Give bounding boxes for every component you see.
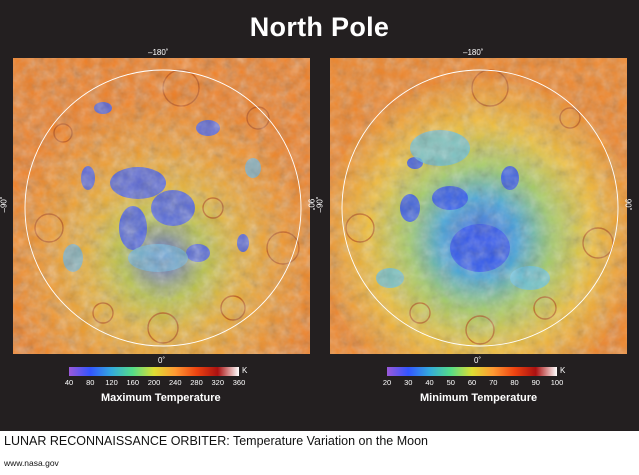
left-map-label-left: –90˚ bbox=[0, 196, 9, 213]
max-temperature-ticks: 40 80 120 160 200 240 280 320 360 bbox=[65, 378, 259, 388]
min-temperature-tick-label: 80 bbox=[510, 378, 519, 387]
min-temperature-tick-label: 50 bbox=[446, 378, 455, 387]
min-temperature-tick-label: 100 bbox=[550, 378, 564, 387]
max-temperature-tick-label: 160 bbox=[126, 378, 140, 387]
max-temperature-tick-label: 80 bbox=[86, 378, 95, 387]
right-map-label-top: –180˚ bbox=[463, 48, 484, 57]
min-temperature-tick-label: 70 bbox=[489, 378, 498, 387]
max-temperature-colorbar bbox=[69, 367, 239, 376]
max-temperature-title: Maximum Temperature bbox=[101, 392, 221, 404]
min-temperature-tick-label: 60 bbox=[467, 378, 477, 387]
min-temperature-tick-label: 90 bbox=[531, 378, 540, 387]
min-temperature-map bbox=[330, 58, 627, 354]
right-map-label-bottom: 0˚ bbox=[474, 356, 482, 365]
min-temperature-title: Minimum Temperature bbox=[420, 392, 538, 404]
max-temperature-unit: K bbox=[242, 366, 248, 375]
max-temperature-tick-label: 280 bbox=[190, 378, 203, 387]
min-temperature-tick-label: 20 bbox=[382, 378, 392, 387]
min-temperature-ticks: 20 30 40 50 60 70 80 90 100 bbox=[383, 378, 577, 388]
right-map-label-right: 90˚ bbox=[623, 198, 633, 211]
left-map-label-right: 90˚ bbox=[306, 198, 316, 211]
figure-title: North Pole bbox=[249, 12, 390, 42]
max-temperature-tick-label: 200 bbox=[147, 378, 161, 387]
left-map-label-top: –180˚ bbox=[148, 48, 169, 57]
source-link[interactable]: www.nasa.gov bbox=[4, 458, 59, 468]
max-temperature-tick-label: 320 bbox=[211, 378, 225, 387]
right-map-label-left: –90˚ bbox=[315, 196, 325, 213]
max-temperature-tick-label: 360 bbox=[232, 378, 246, 387]
max-temperature-tick-label: 120 bbox=[105, 378, 118, 387]
min-temperature-colorbar bbox=[387, 367, 557, 376]
min-temperature-tick-label: 30 bbox=[404, 378, 413, 387]
min-temperature-tick-label: 40 bbox=[425, 378, 434, 387]
left-map-label-bottom: 0˚ bbox=[158, 356, 166, 365]
max-temperature-map bbox=[13, 58, 310, 354]
max-temperature-tick-label: 240 bbox=[168, 378, 182, 387]
min-temperature-unit: K bbox=[560, 366, 566, 375]
figure-caption: LUNAR RECONNAISSANCE ORBITER: Temperatur… bbox=[4, 434, 428, 448]
figure-panel: North Pole bbox=[0, 0, 639, 431]
max-temperature-tick-label: 40 bbox=[64, 378, 74, 387]
